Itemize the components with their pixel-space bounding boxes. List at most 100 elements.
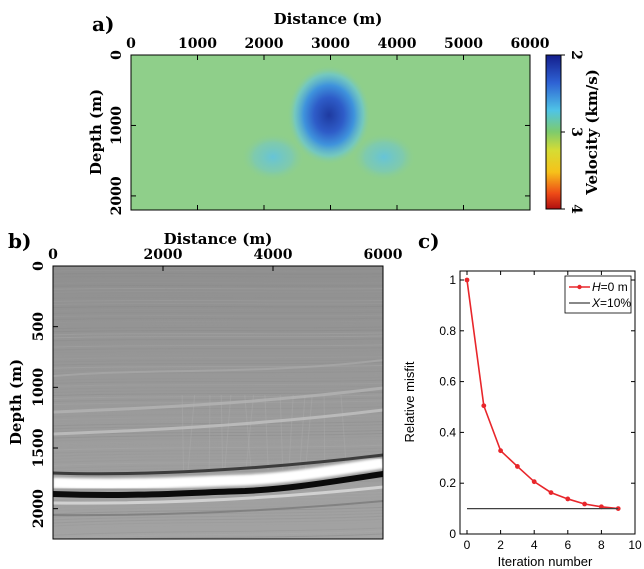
texture-streak: [53, 441, 383, 448]
series-h0-point: [515, 464, 520, 469]
b-x-tick-label: 6000: [364, 247, 403, 263]
texture-streak: [53, 450, 383, 457]
texture-artifact: [288, 394, 294, 471]
texture-streak: [53, 429, 383, 436]
a-y-tick-label: 0: [109, 50, 125, 60]
texture-streak: [53, 500, 383, 509]
texture-streak: [53, 362, 383, 366]
texture-streak: [53, 359, 383, 363]
texture-artifact: [224, 394, 232, 471]
texture-artifact: [187, 394, 196, 471]
c-y-tick-label: 0.4: [439, 425, 456, 439]
texture-streak: [53, 394, 383, 400]
texture-streak: [53, 317, 383, 321]
legend-text-x: =10%: [600, 296, 631, 310]
texture-artifact: [264, 394, 269, 471]
c-x-tick-label: 2: [497, 538, 504, 552]
texture-streak: [53, 329, 383, 333]
texture-streak: [53, 332, 383, 336]
a-x-tick-label: 1000: [178, 36, 217, 52]
texture-streak: [53, 453, 383, 460]
colorbar-tick-label: 2: [568, 50, 584, 60]
series-h0-point: [582, 501, 587, 507]
texture-streak: [53, 376, 383, 381]
texture-streak: [53, 347, 383, 351]
texture-streak: [53, 311, 383, 315]
anomaly-left: [241, 133, 305, 181]
b-x-tick-label: 0: [48, 247, 58, 263]
texture-streak: [53, 506, 383, 515]
texture-streak: [53, 341, 383, 345]
a-x-tick-label: 6000: [511, 36, 550, 52]
legend-marker-h: [577, 284, 582, 290]
b-y-tick-label: 1000: [31, 368, 47, 407]
texture-artifact: [208, 394, 211, 471]
c-y-tick-label: 0: [449, 527, 456, 541]
texture-streak: [53, 373, 383, 378]
texture-streak: [53, 278, 383, 281]
texture-streak: [53, 438, 383, 445]
colorbar-label: Velocity (km/s): [583, 69, 601, 196]
texture-streak: [53, 266, 383, 269]
legend-text-h: =0 m: [601, 280, 628, 294]
weak-event-1: [53, 359, 383, 377]
texture-streak: [53, 418, 383, 424]
panel-b-y-axis: 0 500 1000 1500 2000: [31, 261, 58, 528]
texture-streak: [53, 397, 383, 403]
texture-streak: [53, 308, 383, 312]
texture-streak: [53, 281, 383, 284]
colorbar: [545, 54, 562, 210]
c-y-tick-label: 0.2: [439, 476, 456, 490]
panel-a-title: Distance (m): [274, 10, 383, 28]
panel-a-label: a): [92, 12, 114, 36]
c-x-tick-label: 8: [598, 538, 605, 552]
texture-streak: [53, 284, 383, 287]
legend-box: [564, 275, 632, 314]
a-x-tick-label: 3000: [311, 36, 350, 52]
panel-c-series: [464, 277, 621, 511]
texture-streak: [53, 338, 383, 342]
anomaly-right: [352, 133, 416, 181]
texture-streak: [53, 421, 383, 427]
texture-streak: [53, 447, 383, 454]
weak-event-2: [53, 386, 383, 414]
texture-streak: [53, 326, 383, 330]
c-x-tick-label: 6: [564, 538, 571, 552]
series-h0-point: [548, 490, 554, 495]
series-h0-point: [498, 448, 503, 454]
texture-streak: [53, 521, 383, 530]
texture-streak: [53, 456, 383, 463]
b-y-tick-label: 1500: [31, 428, 47, 467]
texture-streak: [53, 299, 383, 302]
c-x-tick-label: 10: [628, 538, 642, 552]
series-h0-point: [531, 479, 537, 485]
panel-a-ylabel: Depth (m): [87, 89, 105, 175]
panel-c-x-axis: 0 2 4 6 8 10: [464, 271, 642, 552]
a-x-tick-label: 5000: [444, 36, 483, 52]
texture-streak: [53, 415, 383, 421]
texture-artifact: [245, 394, 255, 471]
texture-streak: [53, 302, 383, 305]
texture-streak: [53, 515, 383, 524]
series-h0-point: [481, 403, 487, 409]
b-x-tick-label: 2000: [144, 247, 183, 263]
b-y-tick-label: 500: [31, 312, 47, 341]
colorbar-tick-label: 3: [568, 127, 584, 137]
colorbar-axis: 2 3 4: [561, 50, 584, 214]
a-x-tick-label: 0: [126, 36, 136, 52]
texture-streak: [53, 344, 383, 348]
panel-b-frame: [52, 265, 384, 540]
panel-b-x-axis: 0 2000 4000 6000: [48, 247, 403, 271]
texture-artifact: [340, 394, 347, 471]
texture-streak: [53, 305, 383, 308]
c-y-tick-label: 0.8: [439, 324, 456, 338]
texture-streak: [53, 385, 383, 390]
texture-artifact: [305, 394, 313, 471]
texture-streak: [53, 435, 383, 442]
texture-streak: [53, 287, 383, 290]
texture-streak: [53, 269, 383, 272]
c-x-tick-label: 0: [464, 538, 471, 552]
panel-a-y-axis: 0 1000 2000: [109, 50, 530, 215]
weak-event-3: [53, 408, 383, 436]
texture-streak: [53, 364, 383, 369]
